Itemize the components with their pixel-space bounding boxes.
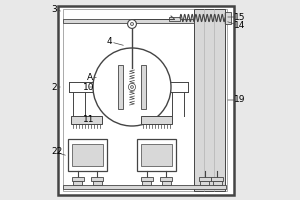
Bar bbox=[71, 116, 102, 124]
Bar bbox=[63, 9, 227, 191]
Text: 4: 4 bbox=[107, 38, 112, 46]
Bar bbox=[137, 139, 176, 171]
Bar bbox=[68, 139, 107, 171]
Text: A: A bbox=[87, 73, 93, 82]
Bar bbox=[211, 177, 223, 181]
Text: 10: 10 bbox=[83, 83, 94, 92]
Bar bbox=[118, 65, 123, 109]
Text: 11: 11 bbox=[83, 114, 94, 123]
Bar bbox=[199, 177, 211, 181]
Bar bbox=[72, 177, 84, 181]
Bar bbox=[160, 177, 172, 181]
Bar bbox=[142, 181, 151, 185]
Bar bbox=[63, 185, 226, 189]
Bar bbox=[162, 181, 171, 185]
Circle shape bbox=[130, 86, 134, 88]
Circle shape bbox=[128, 20, 136, 28]
Bar bbox=[141, 116, 172, 124]
Bar bbox=[200, 181, 209, 185]
Bar bbox=[141, 144, 172, 166]
Circle shape bbox=[130, 22, 134, 26]
Text: 22: 22 bbox=[51, 148, 62, 156]
Bar bbox=[169, 17, 180, 21]
Text: 3: 3 bbox=[51, 4, 57, 14]
Bar bbox=[63, 19, 194, 23]
Bar bbox=[141, 177, 153, 181]
Bar bbox=[72, 144, 103, 166]
Text: 19: 19 bbox=[234, 96, 245, 104]
Bar bbox=[141, 65, 146, 109]
Bar bbox=[91, 177, 103, 181]
Bar bbox=[225, 12, 231, 24]
Text: 2: 2 bbox=[51, 83, 57, 92]
Text: 14: 14 bbox=[234, 21, 245, 29]
Bar bbox=[194, 9, 225, 191]
Text: 15: 15 bbox=[234, 12, 245, 21]
Circle shape bbox=[128, 83, 136, 91]
Bar bbox=[93, 181, 102, 185]
Bar bbox=[58, 6, 234, 195]
Bar bbox=[73, 181, 82, 185]
Bar bbox=[213, 181, 222, 185]
Circle shape bbox=[93, 48, 171, 126]
